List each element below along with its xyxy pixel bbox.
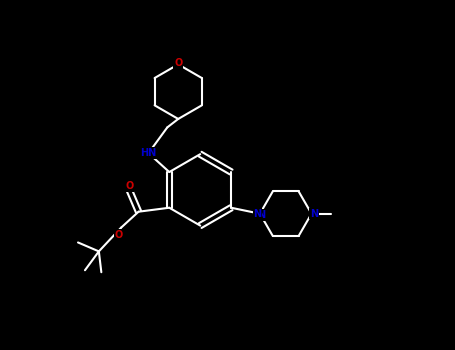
Text: N: N — [257, 210, 265, 220]
Text: O: O — [115, 230, 123, 240]
Text: O: O — [174, 58, 182, 68]
Text: N: N — [253, 209, 262, 219]
Text: O: O — [126, 181, 134, 191]
Text: HN: HN — [140, 148, 157, 158]
Text: N: N — [310, 209, 318, 219]
